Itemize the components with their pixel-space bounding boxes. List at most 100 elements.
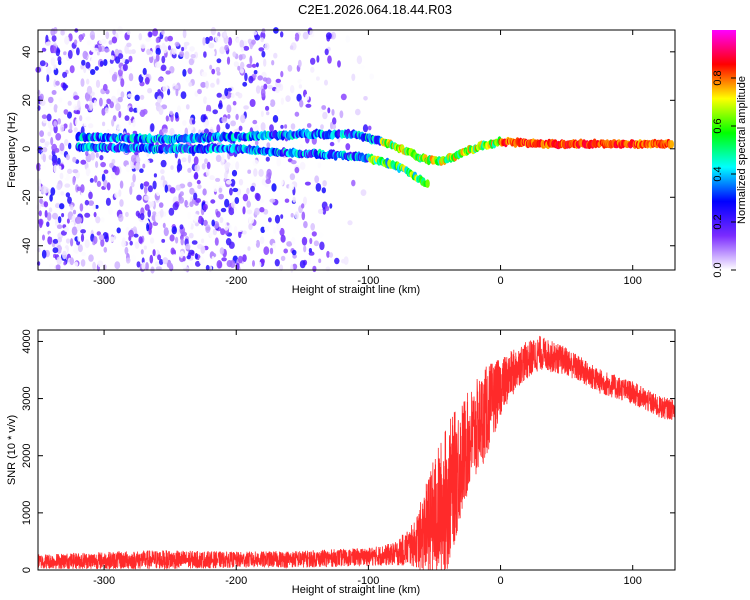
- noise-speckle: [229, 260, 236, 268]
- noise-speckle: [96, 28, 103, 38]
- noise-speckle: [212, 109, 218, 115]
- noise-speckle: [227, 87, 232, 92]
- noise-speckle: [41, 47, 47, 52]
- noise-speckle: [140, 183, 144, 190]
- noise-speckle: [63, 226, 69, 232]
- noise-speckle: [303, 245, 307, 253]
- noise-speckle: [138, 236, 143, 244]
- noise-speckle: [136, 194, 142, 201]
- noise-speckle: [205, 168, 210, 177]
- noise-speckle: [190, 54, 196, 59]
- noise-speckle: [248, 223, 253, 231]
- colorbar-tick-label: 0.8: [712, 70, 724, 85]
- noise-speckle: [347, 220, 353, 226]
- noise-speckle: [232, 106, 237, 115]
- noise-speckle: [273, 52, 278, 59]
- noise-speckle: [247, 246, 251, 251]
- noise-speckle: [104, 107, 109, 114]
- noise-speckle: [118, 111, 122, 118]
- noise-speckle: [301, 236, 308, 246]
- noise-speckle: [117, 53, 124, 60]
- noise-speckle: [162, 84, 168, 93]
- x-tick-label: 100: [624, 575, 642, 587]
- noise-speckle: [211, 50, 216, 56]
- noise-speckle: [241, 221, 246, 230]
- noise-speckle: [167, 78, 171, 84]
- noise-speckle: [139, 94, 145, 100]
- noise-speckle: [156, 95, 162, 104]
- noise-speckle: [291, 236, 296, 245]
- noise-speckle: [227, 37, 233, 46]
- x-tick-label: -200: [225, 575, 247, 587]
- noise-speckle: [191, 119, 196, 125]
- noise-speckle: [189, 187, 195, 195]
- noise-speckle: [62, 71, 68, 79]
- noise-speckle: [88, 200, 95, 206]
- noise-speckle: [86, 78, 90, 85]
- noise-speckle: [40, 164, 46, 170]
- noise-speckle: [91, 55, 98, 61]
- noise-speckle: [169, 234, 175, 242]
- noise-speckle: [266, 142, 271, 149]
- noise-speckle: [294, 166, 300, 174]
- noise-speckle: [318, 258, 322, 264]
- noise-speckle: [164, 184, 168, 193]
- noise-speckle: [167, 35, 173, 42]
- noise-speckle: [201, 71, 208, 77]
- noise-speckle: [132, 80, 138, 89]
- noise-speckle: [221, 154, 225, 163]
- noise-speckle: [110, 55, 115, 61]
- y-tick-label: 20: [21, 94, 33, 106]
- noise-speckle: [170, 165, 174, 170]
- noise-speckle: [115, 102, 121, 112]
- noise-speckle: [340, 93, 347, 101]
- noise-speckle: [262, 77, 268, 82]
- noise-speckle: [206, 161, 211, 170]
- noise-speckle: [216, 92, 222, 98]
- noise-speckle: [249, 43, 253, 50]
- noise-speckle: [210, 252, 217, 258]
- noise-speckle: [160, 169, 165, 175]
- noise-speckle: [113, 222, 120, 227]
- noise-speckle: [161, 55, 166, 64]
- noise-speckle: [60, 124, 65, 133]
- noise-speckle: [183, 41, 190, 46]
- noise-speckle: [291, 249, 297, 256]
- noise-speckle: [200, 114, 206, 123]
- noise-speckle: [177, 105, 181, 114]
- noise-speckle: [314, 175, 320, 184]
- noise-speckle: [269, 198, 276, 203]
- noise-speckle: [279, 227, 285, 237]
- noise-speckle: [260, 110, 264, 118]
- noise-speckle: [76, 110, 81, 115]
- noise-speckle: [200, 246, 205, 254]
- noise-speckle: [235, 161, 240, 170]
- noise-speckle: [239, 68, 244, 74]
- y-tick-label: -20: [21, 189, 33, 205]
- noise-speckle: [144, 77, 150, 85]
- noise-speckle: [284, 124, 288, 129]
- noise-speckle: [215, 66, 221, 73]
- noise-speckle: [53, 164, 58, 173]
- noise-speckle: [39, 46, 43, 52]
- noise-speckle: [175, 84, 179, 89]
- noise-speckle: [141, 170, 147, 180]
- noise-speckle: [93, 211, 97, 218]
- noise-speckle: [157, 254, 162, 261]
- noise-speckle: [172, 101, 178, 110]
- noise-speckle: [84, 239, 90, 249]
- noise-speckle: [221, 116, 228, 123]
- noise-speckle: [227, 114, 231, 119]
- noise-speckle: [292, 263, 298, 270]
- noise-speckle: [253, 70, 258, 75]
- noise-speckle: [48, 232, 54, 237]
- noise-speckle: [51, 35, 57, 42]
- noise-speckle: [277, 83, 282, 88]
- noise-speckle: [250, 185, 256, 192]
- noise-speckle: [147, 185, 153, 193]
- noise-speckle: [177, 166, 181, 173]
- noise-speckle: [262, 187, 267, 197]
- x-tick-label: -300: [93, 275, 115, 287]
- noise-speckle: [57, 56, 62, 63]
